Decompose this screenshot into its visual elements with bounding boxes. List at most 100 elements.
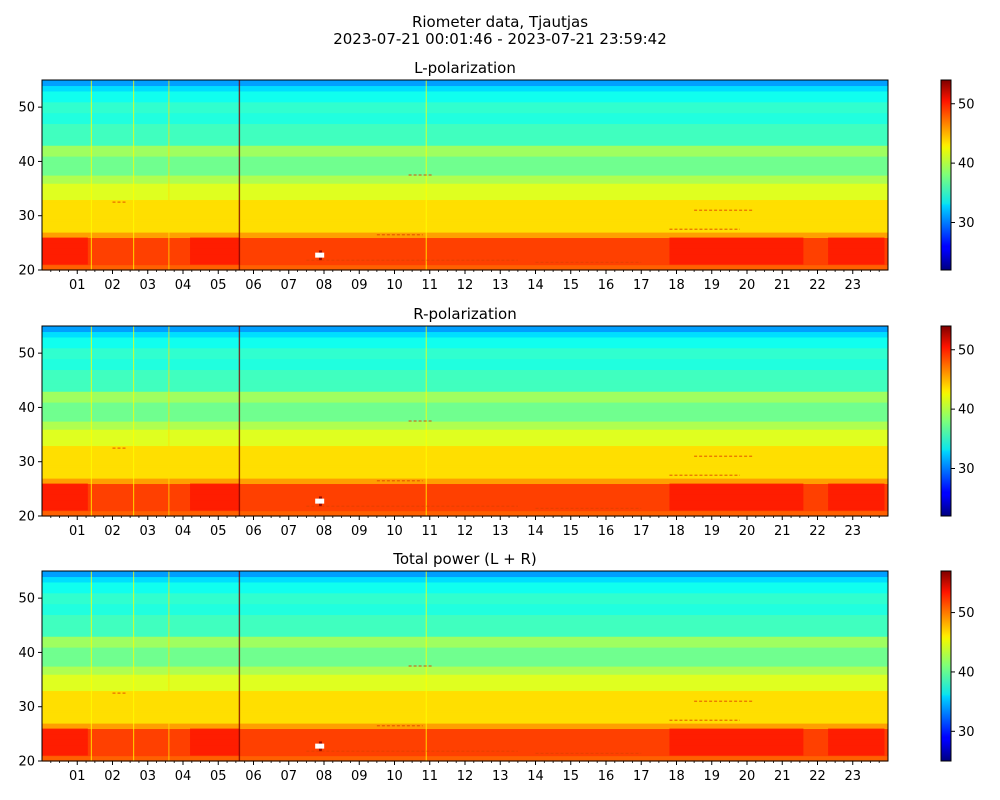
heatmap-band <box>42 628 888 632</box>
heatmap-band <box>42 118 888 122</box>
x-tick-label: 20 <box>739 769 756 784</box>
heatmap-band <box>42 674 888 678</box>
heatmap-band <box>42 156 888 160</box>
chart-panel: Total power (L + R) 20 30 40 50 01 02 03 04 05 06 0… <box>18 550 974 784</box>
heatmap-band <box>42 202 888 206</box>
heatmap-band <box>42 175 888 179</box>
heatmap-band <box>42 573 888 578</box>
heatmap-band <box>42 82 888 87</box>
heatmap-band <box>42 720 888 724</box>
heatmap-band <box>42 461 888 466</box>
heatmap-band <box>42 234 888 239</box>
colorbar-gradient <box>940 79 952 271</box>
heatmap-streak <box>133 80 135 270</box>
heatmap-band <box>42 215 888 220</box>
panel-title: L-polarization <box>414 59 516 77</box>
heatmap-band <box>42 499 888 504</box>
heatmap-patch <box>669 237 804 265</box>
heatmap-band <box>42 256 888 260</box>
heatmap-band <box>42 412 888 417</box>
heatmap-band <box>42 755 888 759</box>
colorbar-tick-label: 50 <box>958 343 975 358</box>
heatmap-band <box>42 210 888 214</box>
heatmap-band <box>42 440 888 444</box>
x-tick-label: 04 <box>175 769 192 784</box>
heatmap-band <box>42 744 888 749</box>
heatmap-band <box>42 576 888 580</box>
heatmap-band <box>42 687 888 692</box>
heatmap-band <box>42 431 888 436</box>
heatmap-band <box>42 723 888 727</box>
x-tick-label: 11 <box>421 524 438 539</box>
heatmap-band <box>42 630 888 635</box>
heatmap-band <box>42 347 888 352</box>
x-tick-label: 13 <box>492 769 509 784</box>
heatmap-band <box>42 733 888 738</box>
heatmap-band <box>42 429 888 433</box>
heatmap-patch <box>669 483 804 511</box>
heatmap-streak <box>90 326 92 516</box>
heatmap-band <box>42 595 888 599</box>
heatmap-band <box>42 690 888 694</box>
x-tick-label: 16 <box>598 278 615 293</box>
heatmap-band <box>42 641 888 645</box>
heatmap-band <box>42 459 888 463</box>
heatmap-band <box>42 682 888 686</box>
x-tick-label: 19 <box>703 524 720 539</box>
heatmap-band <box>42 161 888 165</box>
heatmap-band <box>42 706 888 711</box>
heatmap-band <box>42 434 888 438</box>
heatmap-band <box>42 221 888 225</box>
heatmap-band <box>42 469 888 474</box>
heatmap-streak <box>168 326 170 516</box>
heatmap-band <box>42 584 888 588</box>
heatmap-band <box>42 267 888 271</box>
heatmap-band <box>42 415 888 419</box>
heatmap-streak <box>238 326 241 516</box>
x-tick-label: 11 <box>421 278 438 293</box>
heatmap-band <box>42 331 888 335</box>
x-tick-label: 20 <box>739 524 756 539</box>
heatmap-band <box>42 609 888 613</box>
colorbar-tick-label: 40 <box>958 403 975 418</box>
heatmap-band <box>42 478 888 482</box>
x-tick-label: 10 <box>386 278 403 293</box>
heatmap-band <box>42 196 888 201</box>
heatmap-band <box>42 88 888 92</box>
x-tick-label: 07 <box>280 769 297 784</box>
x-tick-label: 14 <box>527 769 544 784</box>
x-minor-ticks <box>50 270 880 272</box>
heatmap-band <box>42 366 888 371</box>
heatmap-band <box>42 652 888 656</box>
heatmap-band <box>42 166 888 171</box>
heatmap-band <box>42 505 888 509</box>
heatmap-texture <box>42 483 885 511</box>
heatmap-band <box>42 374 888 379</box>
heatmap-band <box>42 671 888 675</box>
x-tick-label: 09 <box>351 769 368 784</box>
colorbar: 30 40 50 <box>940 570 975 762</box>
heatmap-band <box>42 660 888 664</box>
heatmap-band <box>42 657 888 662</box>
heatmap-band <box>42 442 888 447</box>
heatmap-patch <box>828 483 885 511</box>
heatmap-band <box>42 358 888 362</box>
heatmap-band <box>42 350 888 354</box>
x-tick-label: 18 <box>668 278 685 293</box>
heatmap-band <box>42 717 888 721</box>
x-tick-label: 14 <box>527 278 544 293</box>
heatmap-band <box>42 736 888 740</box>
y-tick-label: 50 <box>18 592 35 607</box>
heatmap-band <box>42 611 888 616</box>
colorbar-tick-label: 40 <box>958 157 975 172</box>
x-tick-label: 02 <box>104 769 121 784</box>
colorbar-tick-label: 30 <box>958 462 975 477</box>
x-tick-label: 07 <box>280 524 297 539</box>
colorbar-tick-label: 50 <box>958 606 975 621</box>
x-tick-label: 04 <box>175 524 192 539</box>
heatmap-band <box>42 112 888 116</box>
heatmap-band <box>42 510 888 514</box>
x-tick-label: 18 <box>668 769 685 784</box>
colorbar-gradient <box>940 570 952 762</box>
